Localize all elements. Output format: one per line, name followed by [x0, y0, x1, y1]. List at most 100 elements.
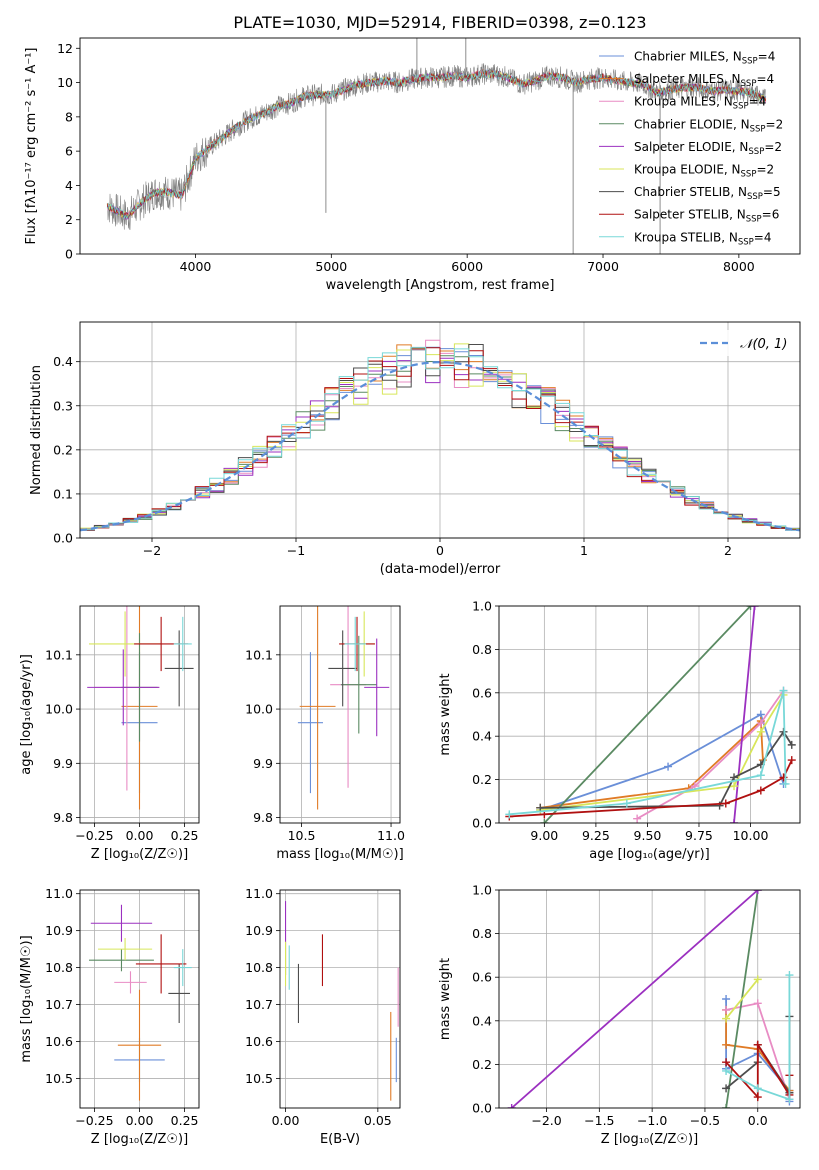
- weight-marker-kroupa_miles: [753, 999, 762, 1008]
- weight-marker-kroupa_stelib: [785, 1095, 794, 1104]
- legend-nssp: 4: [768, 50, 776, 64]
- y-tick-label: 0: [65, 247, 73, 262]
- weight-marker-kroupa_stelib: [779, 686, 788, 695]
- y-tick-label: 10.7: [245, 997, 273, 1012]
- weight-marker-kroupa_elodie: [756, 727, 765, 736]
- legend-sub: SSP: [742, 57, 758, 67]
- y-tick-label: 10.8: [45, 960, 73, 975]
- y-tick-label: 0.0: [53, 531, 73, 546]
- hist-salpeter_stelib: [80, 347, 800, 531]
- weight-marker-kroupa_stelib: [753, 1084, 762, 1093]
- y-tick-label: 0.4: [53, 354, 73, 369]
- y-tick-label: 10.9: [45, 923, 73, 938]
- y-tick-label: 10.6: [45, 1034, 73, 1049]
- axes-frame: [79, 37, 801, 255]
- legend-eq: =: [762, 208, 772, 222]
- panel-spectrum: 4000 5000 6000 7000 8000024681012wavelength …: [24, 37, 801, 293]
- x-axis-label: age [log₁₀(age/yr)]: [589, 847, 710, 862]
- legend-n: , N: [716, 95, 733, 109]
- legend-n: , N: [732, 140, 749, 154]
- weight-marker-kroupa_stelib: [756, 771, 765, 780]
- y-tick-label: 0.2: [472, 1057, 492, 1072]
- x-tick-label: 11.0: [377, 828, 405, 843]
- weight-marker-chabrier_stelib: [787, 740, 796, 749]
- legend-label: Kroupa ELODIE, NSSP=2: [634, 163, 774, 180]
- y-tick-label: 0.8: [472, 642, 492, 657]
- weight-marker-salpeter_stelib: [722, 1058, 731, 1067]
- weight-marker-chabrier_miles: [664, 762, 673, 771]
- y-tick-label: 10.1: [245, 647, 273, 662]
- y-tick-label: 0.8: [472, 926, 492, 941]
- x-tick-label: 1: [580, 543, 588, 558]
- legend-label: Chabrier MILES, NSSP=4: [634, 50, 775, 67]
- y-tick-label: 0.1: [53, 486, 73, 501]
- plot-area: [89, 904, 192, 1101]
- legend-eq: =: [756, 163, 766, 177]
- legend-model: Kroupa STELIB: [634, 230, 721, 244]
- legend-sub: SSP: [738, 237, 754, 247]
- plot-area: [284, 901, 399, 1101]
- weight-marker-chabrier_elodie: [540, 819, 549, 823]
- weight-marker-kroupa_elodie: [730, 782, 739, 791]
- legend-label: Kroupa MILES, NSSP=4: [634, 95, 766, 112]
- panel-mass_vs_ebv: 0.00 0.05 10.5 10.6 10.7 10.8 10.9 11.0 E(B-V): [245, 886, 401, 1147]
- y-tick-label: 0.3: [53, 398, 73, 413]
- figure-title: PLATE=1030, MJD=52914, FIBERID=0398, z=0…: [233, 13, 646, 32]
- legend-nssp: 2: [776, 117, 784, 131]
- weight-marker-kroupa_stelib: [505, 810, 514, 819]
- legend-sub: SSP: [748, 147, 764, 157]
- model-line-kroupa_stelib: [106, 69, 767, 220]
- x-tick-label: −1.0: [637, 1113, 667, 1128]
- legend-label: Salpeter STELIB, NSSP=6: [634, 208, 779, 225]
- x-tick-label: 8000: [723, 259, 755, 274]
- legend-nssp: 5: [773, 185, 781, 199]
- weight-marker-kroupa_miles: [756, 719, 765, 728]
- x-tick-label: 6000: [451, 259, 483, 274]
- y-tick-label: 11.0: [45, 886, 73, 901]
- weight-marker-chabrier_elodie: [746, 606, 755, 610]
- weight-line-kroupa_elodie: [725, 978, 759, 1020]
- x-axis-label: mass [log₁₀(M/M☉)]: [276, 847, 403, 862]
- y-tick-label: 0.0: [472, 816, 492, 831]
- x-tick-label: 0.00: [126, 828, 154, 843]
- axes-frame: [79, 605, 200, 824]
- plot-area: [507, 890, 794, 1108]
- y-tick-label: 10.5: [45, 1071, 73, 1086]
- axes-frame: [279, 605, 401, 824]
- y-tick-label: 6: [65, 144, 73, 159]
- x-tick-label: 7000: [587, 259, 619, 274]
- y-tick-label: 10.1: [45, 647, 73, 662]
- weight-marker-chabrier_elodie: [722, 1104, 731, 1108]
- x-axis-label: Z [log₁₀(Z/Z☉)]: [91, 1132, 188, 1147]
- legend-sub: SSP: [747, 192, 763, 202]
- weight-marker-kroupa_miles: [633, 814, 642, 823]
- x-tick-label: 5000: [315, 259, 347, 274]
- x-tick-label: 0: [436, 543, 444, 558]
- weight-marker-salpeter_stelib: [753, 1093, 762, 1102]
- axes-frame: [279, 889, 401, 1109]
- x-tick-label: −2.0: [531, 1113, 561, 1128]
- y-tick-label: 4: [65, 178, 73, 193]
- weight-marker-chabrier_stelib: [722, 1084, 731, 1093]
- weight-marker-kroupa_elodie: [722, 1014, 731, 1023]
- weight-marker-kroupa_stelib: [781, 779, 790, 788]
- y-tick-label: 10.0: [45, 702, 73, 717]
- x-tick-label: 10.5: [288, 828, 316, 843]
- panel-mass_weight_vs_z: −2.0 −1.5 −1.0 −0.5 0.0 0.0 0.2 0.4 0.6 0.8 1.0 Z […: [438, 883, 801, 1147]
- axes-frame: [79, 321, 801, 539]
- legend-eq: =: [766, 117, 776, 131]
- residual-legend: 𝒩(0, 1): [690, 330, 794, 356]
- y-tick-label: 2: [65, 212, 73, 227]
- y-tick-label: 12: [57, 41, 73, 56]
- legend-n: , N: [724, 72, 741, 86]
- x-tick-label: 9.50: [634, 828, 662, 843]
- y-tick-label: 9.8: [253, 810, 273, 825]
- x-tick-label: −1.5: [584, 1113, 614, 1128]
- legend-eq: =: [758, 50, 768, 64]
- y-axis-label: Flux [fλ10⁻¹⁷ erg cm⁻² s⁻¹ A⁻¹]: [24, 48, 39, 245]
- y-tick-label: 9.8: [53, 810, 73, 825]
- legend-eq: =: [754, 230, 764, 244]
- legend-sub: SSP: [746, 215, 762, 225]
